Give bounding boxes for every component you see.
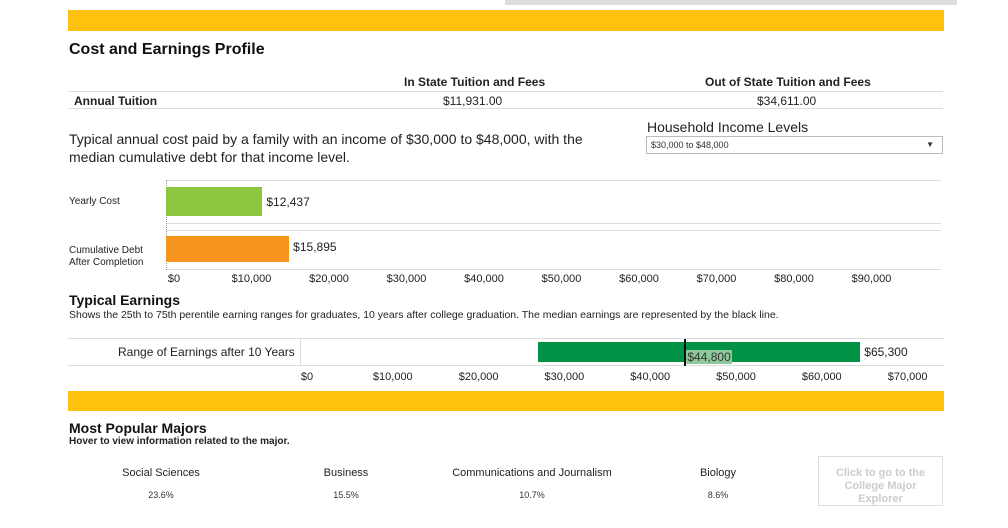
major-name[interactable]: Communications and Journalism <box>452 467 612 479</box>
high-label: $65,300 <box>864 345 908 359</box>
x-tick-label: $60,000 <box>619 273 659 285</box>
x-tick-label: $30,000 <box>386 273 427 285</box>
gridline <box>166 180 941 181</box>
x-tick-label: $0 <box>300 371 314 383</box>
section-divider <box>68 391 944 411</box>
in-state-tuition: $11,931.00 <box>443 94 503 108</box>
median-label: $44,800 <box>686 350 732 364</box>
major-name[interactable]: Social Sciences <box>122 467 200 479</box>
income-levels-label: Household Income Levels <box>647 119 809 135</box>
gridline <box>166 230 941 231</box>
yearly-cost-value: $12,437 <box>266 195 310 209</box>
page-title: Cost and Earnings Profile <box>69 41 265 58</box>
income-level-dropdown[interactable]: $30,000 to $48,000 ▼ <box>646 136 943 154</box>
debt-value: $15,895 <box>293 240 337 254</box>
x-tick-label: $20,000 <box>458 371 499 383</box>
x-tick-label: $70,000 <box>887 371 928 383</box>
out-state-header: Out of State Tuition and Fees <box>705 75 871 89</box>
annual-tuition-label: Annual Tuition <box>74 94 158 108</box>
college-major-explorer-button[interactable]: Click to go to the College Major Explore… <box>818 456 943 506</box>
earnings-category: Range of Earnings after 10 Years <box>118 345 295 359</box>
x-tick-label: $50,000 <box>541 273 582 285</box>
major-name[interactable]: Business <box>323 467 369 479</box>
major-percent: 10.7% <box>519 490 545 500</box>
x-tick-label: $70,000 <box>696 273 737 285</box>
gridline <box>68 365 944 366</box>
in-state-header: In State Tuition and Fees <box>404 75 546 89</box>
y-axis <box>300 338 301 366</box>
y-axis <box>166 180 167 270</box>
major-percent: 8.6% <box>707 490 729 500</box>
divider <box>68 108 943 109</box>
yearly-cost-bar[interactable] <box>166 187 263 216</box>
x-tick-label: $30,000 <box>544 371 585 383</box>
median-line <box>684 339 687 366</box>
x-tick-label: $90,000 <box>851 273 892 285</box>
debt-bar[interactable] <box>166 236 290 262</box>
earnings-title: Typical Earnings <box>69 292 180 308</box>
dropdown-value: $30,000 to $48,000 <box>651 140 729 150</box>
debt-label: Cumulative Debt After Completion <box>69 245 144 268</box>
major-name[interactable]: Biology <box>699 467 737 479</box>
gridline <box>166 223 941 224</box>
gridline <box>166 269 941 270</box>
caret-down-icon: ▼ <box>926 140 934 149</box>
earnings-subtitle: Shows the 25th to 75th perentile earning… <box>69 309 779 321</box>
section-divider <box>68 10 944 31</box>
x-tick-label: $40,000 <box>630 371 671 383</box>
x-tick-label: $0 <box>167 273 181 285</box>
x-tick-label: $60,000 <box>801 371 842 383</box>
majors-subtitle: Hover to view information related to the… <box>69 436 290 447</box>
x-tick-label: $10,000 <box>372 371 413 383</box>
major-percent: 15.5% <box>333 490 359 500</box>
previous-chart-axis-strip <box>505 0 957 5</box>
gridline <box>68 338 944 339</box>
x-tick-label: $20,000 <box>309 273 349 285</box>
major-percent: 23.6% <box>148 490 174 500</box>
x-tick-label: $80,000 <box>774 273 814 285</box>
yearly-cost-label: Yearly Cost <box>69 196 120 207</box>
x-tick-label: $50,000 <box>716 371 756 383</box>
x-tick-label: $10,000 <box>231 273 272 285</box>
cost-description: Typical annual cost paid by a family wit… <box>69 131 583 165</box>
x-tick-label: $40,000 <box>464 273 504 285</box>
divider <box>68 91 943 92</box>
majors-title: Most Popular Majors <box>69 420 207 436</box>
out-state-tuition: $34,611.00 <box>757 94 817 108</box>
